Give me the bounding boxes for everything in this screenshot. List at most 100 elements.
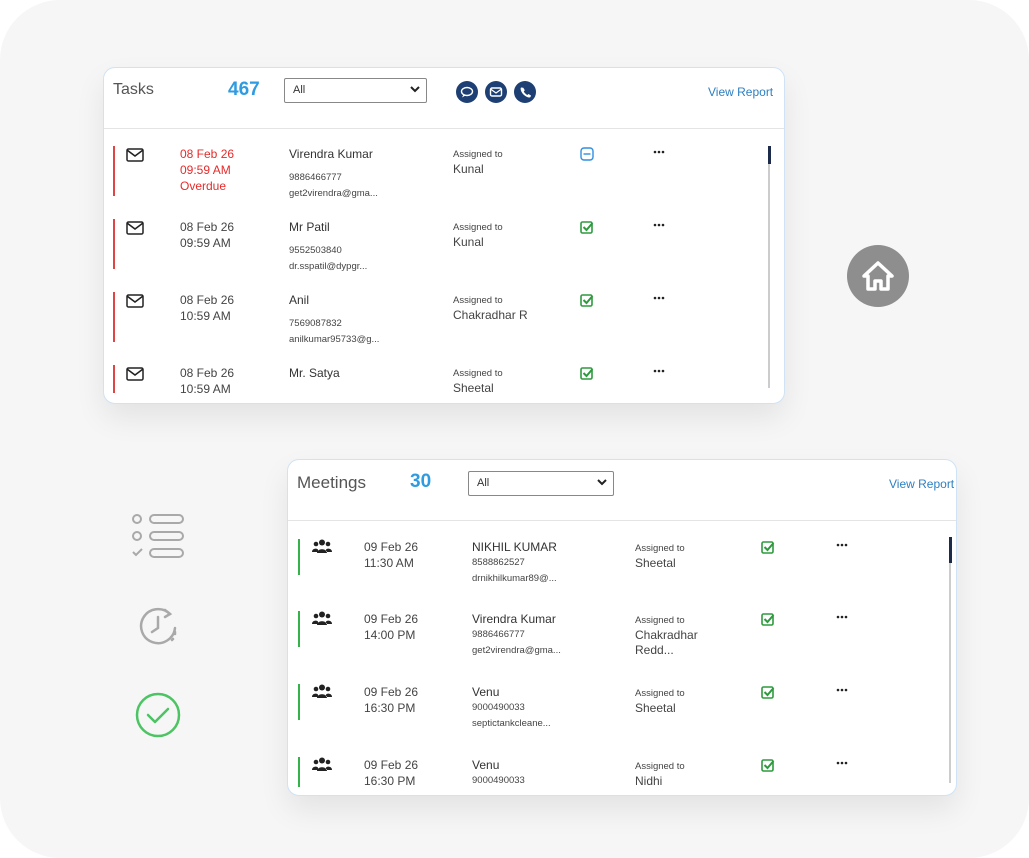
- task-time: 10:59 AM: [180, 309, 231, 323]
- view-report-link[interactable]: View Report: [889, 477, 955, 491]
- done-icon[interactable]: [761, 685, 775, 699]
- view-report-link[interactable]: View Report: [708, 85, 774, 99]
- task-status: Overdue: [180, 179, 227, 193]
- status-bar: [298, 757, 300, 787]
- chevron: [597, 479, 607, 486]
- assignee: Sheetal: [635, 701, 676, 715]
- assignee: Kunal: [453, 162, 484, 176]
- meetings-filter[interactable]: All: [468, 471, 614, 496]
- scrollbar[interactable]: [767, 146, 771, 388]
- mail-icon: [126, 294, 144, 308]
- assigned-label: Assigned to: [453, 149, 503, 160]
- contact-name: Venu: [472, 685, 500, 699]
- task-date: 08 Feb 26: [180, 366, 235, 380]
- priority-bar: [113, 219, 115, 269]
- task-time: 09:59 AM: [180, 163, 231, 177]
- contact-email: septictankcleane...: [472, 718, 551, 729]
- meeting-row[interactable]: 09 Feb 26 14:00 PM Virendra Kumar 988646…: [288, 611, 956, 681]
- status-bar: [298, 684, 300, 720]
- contact-name: Mr. Satya: [289, 366, 340, 380]
- meetings-count: 30: [410, 471, 432, 492]
- assigned-label: Assigned to: [453, 222, 503, 233]
- scroll-thumb[interactable]: [767, 146, 771, 164]
- scroll-thumb[interactable]: [948, 537, 952, 563]
- priority-bar: [113, 292, 115, 342]
- meetings-list: 09 Feb 26 11:30 AM NIKHIL KUMAR 85888625…: [288, 521, 956, 787]
- contact-phone: 9000490033: [472, 775, 525, 786]
- meeting-time: 14:00 PM: [364, 628, 416, 642]
- channel-icons[interactable]: [455, 80, 543, 104]
- contact-phone: 9886466777: [289, 172, 342, 183]
- meeting-time: 11:30 AM: [364, 556, 414, 570]
- tasks-filter[interactable]: All: [284, 78, 427, 103]
- tasks-count: 467: [228, 79, 260, 100]
- meeting-row[interactable]: 09 Feb 26 16:30 PM Venu 9000490033 septi…: [288, 684, 956, 754]
- assignee: Chakradhar Redd...: [635, 628, 698, 657]
- home-icon[interactable]: [847, 245, 909, 307]
- tasks-header: Tasks 467 All View Report: [104, 68, 784, 129]
- assignee: Kunal: [453, 235, 484, 249]
- task-date: 08 Feb 26: [180, 293, 235, 307]
- meeting-row[interactable]: 09 Feb 26 16:30 PM Venu 9000490033 Assig…: [288, 757, 956, 787]
- clock-icon: [139, 607, 177, 645]
- more-icon[interactable]: [836, 761, 848, 765]
- task-row[interactable]: 08 Feb 26 10:59 AM Mr. Satya Assigned to…: [104, 365, 784, 393]
- task-date: 08 Feb 26: [180, 220, 235, 234]
- more-icon[interactable]: [653, 369, 665, 373]
- mail-icon: [126, 148, 144, 162]
- list-icon: [132, 514, 184, 558]
- done-icon[interactable]: [580, 293, 594, 307]
- meeting-time: 16:30 PM: [364, 774, 416, 787]
- meeting-time: 16:30 PM: [364, 701, 416, 715]
- more-icon[interactable]: [836, 543, 848, 547]
- assignee: Sheetal: [453, 381, 494, 393]
- task-time: 09:59 AM: [180, 236, 231, 250]
- task-row[interactable]: 08 Feb 26 09:59 AM Overdue Virendra Kuma…: [104, 146, 784, 216]
- contact-email: dr.sspatil@dypgr...: [289, 261, 368, 272]
- more-icon[interactable]: [653, 150, 665, 154]
- contact-name: Mr Patil: [289, 220, 330, 234]
- done-icon[interactable]: [761, 540, 775, 554]
- contact-email: get2virendra@gma...: [472, 645, 561, 656]
- more-icon[interactable]: [836, 688, 848, 692]
- done-icon[interactable]: [580, 220, 594, 234]
- priority-bar: [113, 365, 115, 393]
- tasks-card: Tasks 467 All View Report 08 Feb 26 09:5…: [103, 67, 785, 404]
- task-row[interactable]: 08 Feb 26 10:59 AM Anil 7569087832 anilk…: [104, 292, 784, 362]
- more-icon[interactable]: [836, 615, 848, 619]
- contact-name: Venu: [472, 758, 500, 772]
- more-icon[interactable]: [653, 296, 665, 300]
- mail-icon: [126, 221, 144, 235]
- assigned-label: Assigned to: [635, 543, 685, 554]
- mail-icon: [126, 367, 144, 381]
- task-time: 10:59 AM: [180, 382, 231, 393]
- assigned-label: Assigned to: [635, 615, 685, 626]
- meeting-row[interactable]: 09 Feb 26 11:30 AM NIKHIL KUMAR 85888625…: [288, 539, 956, 609]
- contact-name: NIKHIL KUMAR: [472, 540, 557, 554]
- done-icon[interactable]: [580, 366, 594, 380]
- assigned-label: Assigned to: [635, 688, 685, 699]
- pending-icon[interactable]: [580, 147, 594, 161]
- scrollbar[interactable]: [948, 537, 952, 783]
- priority-bar: [113, 146, 115, 196]
- task-row[interactable]: 08 Feb 26 09:59 AM Mr Patil 9552503840 d…: [104, 219, 784, 289]
- contact-phone: 9886466777: [472, 629, 525, 640]
- contact-email: get2virendra@gma...: [289, 188, 378, 199]
- contact-email: anilkumar95733@g...: [289, 334, 380, 345]
- done-icon[interactable]: [761, 758, 775, 772]
- done-icon[interactable]: [761, 612, 775, 626]
- meeting-date: 09 Feb 26: [364, 685, 419, 699]
- task-date: 08 Feb 26: [180, 147, 235, 161]
- assigned-label: Assigned to: [635, 761, 685, 772]
- contact-name: Anil: [289, 293, 310, 307]
- contact-name: Virendra Kumar: [472, 612, 556, 626]
- contact-phone: 8588862527: [472, 557, 525, 568]
- contact-phone: 9000490033: [472, 702, 525, 713]
- people-icon: [312, 611, 332, 625]
- status-bar: [298, 611, 300, 647]
- filter-value: All: [477, 477, 490, 489]
- more-icon[interactable]: [653, 223, 665, 227]
- contact-phone: 7569087832: [289, 318, 342, 329]
- chevron: [410, 86, 420, 93]
